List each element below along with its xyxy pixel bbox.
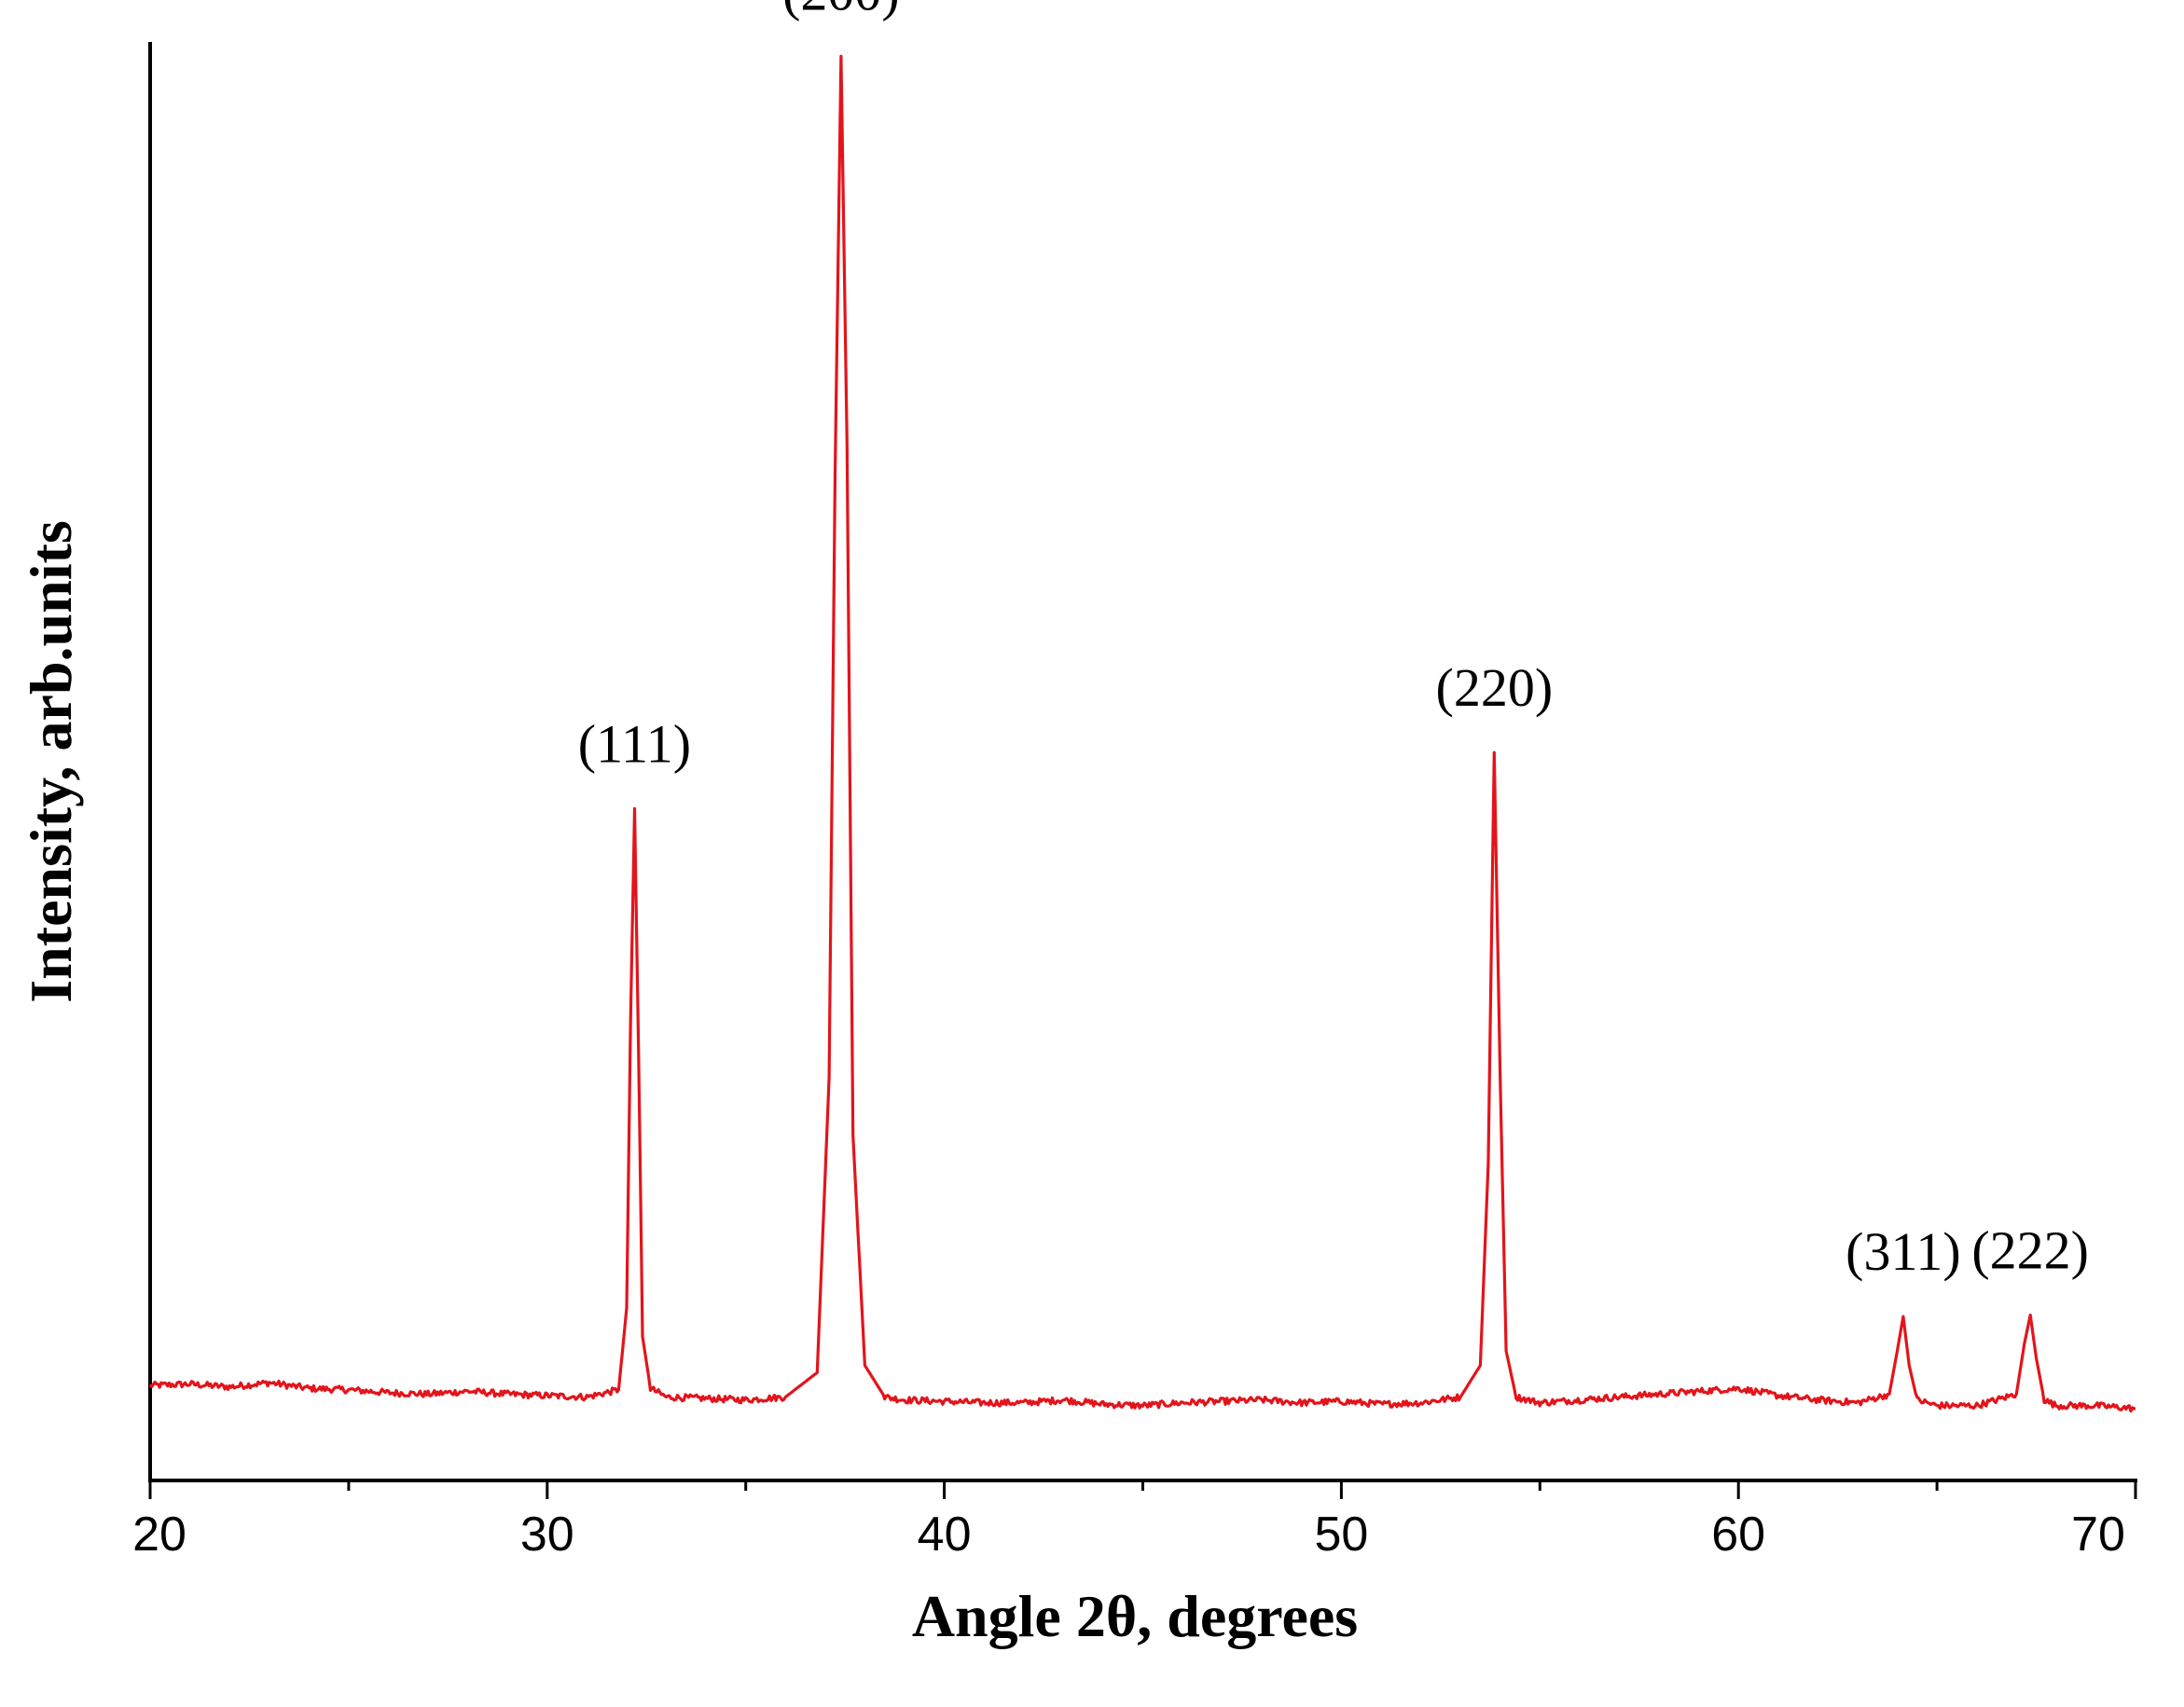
x-tick-label: 30 <box>520 1507 574 1562</box>
peak-label: (200) <box>782 0 900 21</box>
peak-label: (111) <box>578 713 691 774</box>
x-axis-title: Angle 2θ, degrees <box>912 1583 1358 1649</box>
axes <box>148 42 2137 1482</box>
peak-label: (222) <box>1971 1220 2089 1281</box>
x-tick-label: 70 <box>2071 1507 2125 1562</box>
y-axis-title: Intensity, arb.units <box>18 520 84 1002</box>
x-tick-label: 60 <box>1711 1507 1765 1562</box>
x-tick-label: 40 <box>918 1507 972 1562</box>
x-tick-label: 50 <box>1314 1507 1368 1562</box>
x-ticks: 20 30 40 50 60 70 <box>132 1480 2137 1562</box>
peak-annotations: (111) (200) (220) (311)(222) <box>578 0 2089 1282</box>
series-line <box>148 54 2136 1413</box>
peak-label: (220) <box>1436 657 1554 718</box>
peak-label: (311) <box>1845 1221 1960 1282</box>
series <box>148 54 2136 1413</box>
x-tick-label: 20 <box>132 1507 187 1562</box>
